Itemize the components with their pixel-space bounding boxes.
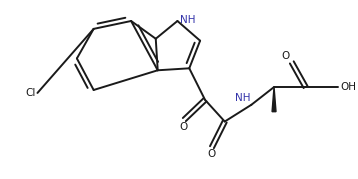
Text: O: O (281, 51, 290, 61)
Text: OH: OH (340, 82, 356, 92)
Text: O: O (179, 122, 188, 132)
Text: NH: NH (180, 15, 196, 25)
Text: O: O (208, 149, 216, 159)
Text: Cl: Cl (25, 88, 35, 98)
Polygon shape (272, 87, 276, 112)
Text: NH: NH (235, 93, 250, 103)
